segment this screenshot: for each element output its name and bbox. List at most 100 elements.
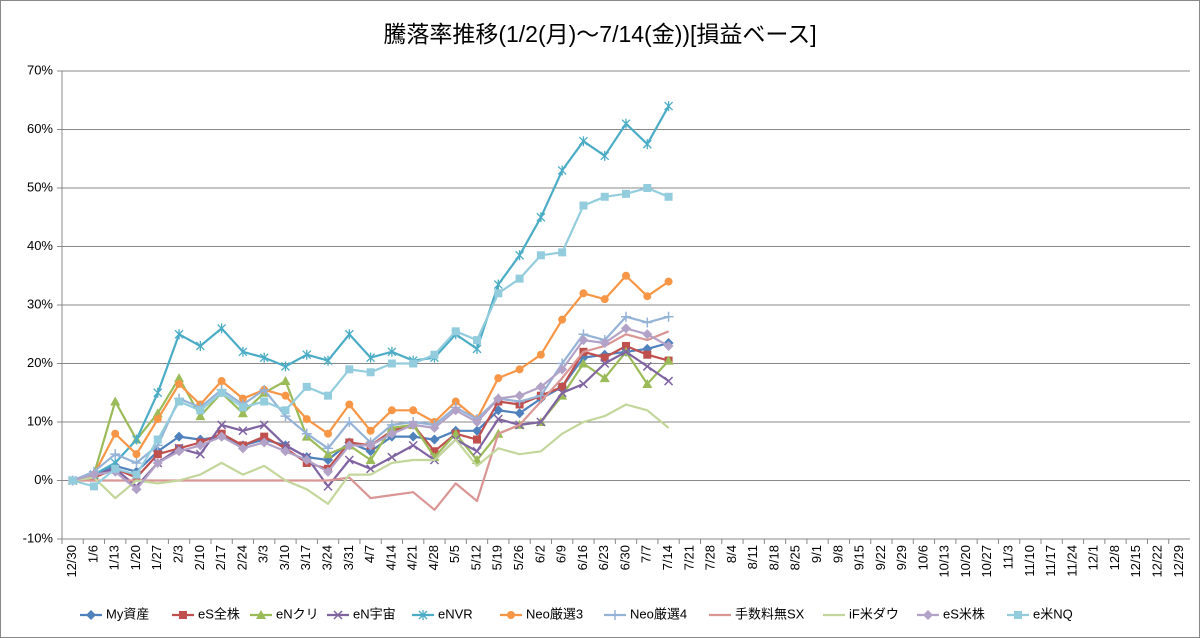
marker [324,429,333,438]
marker [333,610,343,620]
x-tick-label: 3/24 [319,545,334,570]
marker [418,610,428,620]
x-tick-label: 12/22 [1150,545,1165,578]
marker [175,397,184,406]
marker [408,419,419,430]
marker [408,431,419,442]
marker [86,610,96,620]
marker [302,382,311,391]
marker [132,450,141,459]
marker [111,464,120,473]
marker [535,381,546,392]
x-tick-label: 3/10 [277,545,292,570]
marker [281,361,290,372]
marker [642,378,653,388]
marker [622,271,630,280]
marker [409,406,418,415]
marker [366,426,375,435]
marker [345,365,354,374]
y-tick-label: 60% [27,121,53,136]
x-tick-label: 7/7 [639,545,654,563]
marker [451,327,460,336]
x-tick-label: 11/24 [1064,545,1079,577]
marker [259,384,270,395]
marker [132,434,141,445]
marker [664,101,674,112]
y-tick-label: 10% [27,413,53,428]
legend-label: iF米ダウ [849,606,899,621]
marker [217,388,226,397]
marker [196,406,205,415]
marker [131,484,142,495]
marker [195,340,205,351]
marker [323,481,333,491]
x-tick-label: 11/17 [1043,545,1058,577]
y-tick-label: 0% [34,472,53,487]
legend-item: eN宇宙 [327,606,396,621]
legend-item: e米NQ [1007,606,1073,621]
x-tick-label: 7/14 [660,545,675,570]
marker [472,446,482,456]
marker [153,435,162,444]
x-tick-label: 10/13 [937,545,952,578]
legend-label: e米NQ [1033,606,1073,621]
marker [663,355,674,365]
marker [323,443,334,454]
marker [387,406,396,415]
marker [451,397,460,406]
marker [558,382,567,391]
x-tick-label: 12/8 [1107,545,1122,570]
x-tick-label: 3/17 [298,545,313,570]
marker [153,415,162,424]
marker [237,443,248,454]
legend-label: eNVR [438,606,473,621]
marker [345,400,354,409]
marker [536,212,546,223]
legend-item: 手数料無SX [709,606,805,621]
marker [536,251,545,260]
legend-item: iF米ダウ [823,606,899,621]
marker [514,390,525,401]
marker [515,274,524,283]
marker [280,376,291,386]
x-tick-label: 6/2 [532,545,547,563]
legend-item: eS全株 [172,606,240,621]
marker [238,346,248,357]
legend-item: eNVR [412,606,473,621]
x-tick-label: 12/29 [1171,545,1186,578]
marker [301,428,312,439]
x-tick-label: 1/27 [149,545,164,570]
marker [259,352,269,363]
marker [473,336,482,345]
marker [216,431,227,442]
marker [387,452,397,462]
marker [365,455,376,465]
marker [515,365,524,374]
marker [494,289,503,298]
marker [344,329,354,340]
marker [621,311,631,322]
marker [260,432,269,441]
chart-title: 騰落率推移(1/2(月)～7/14(金))[損益ベース] [383,21,816,47]
marker [323,355,333,366]
marker [430,447,439,456]
marker [88,469,99,480]
marker [664,192,673,201]
marker [260,397,269,406]
marker [600,150,610,161]
x-tick-label: 3/3 [256,545,271,563]
x-tick-label: 11/3 [1001,545,1016,569]
marker [237,408,248,418]
marker [429,434,440,445]
marker [642,139,652,150]
marker [387,346,397,357]
x-tick-label: 5/12 [468,545,483,570]
marker [366,352,376,363]
marker [152,457,163,468]
marker [217,377,226,386]
marker [515,250,525,261]
x-tick-label: 2/10 [192,545,207,570]
marker [621,347,631,357]
